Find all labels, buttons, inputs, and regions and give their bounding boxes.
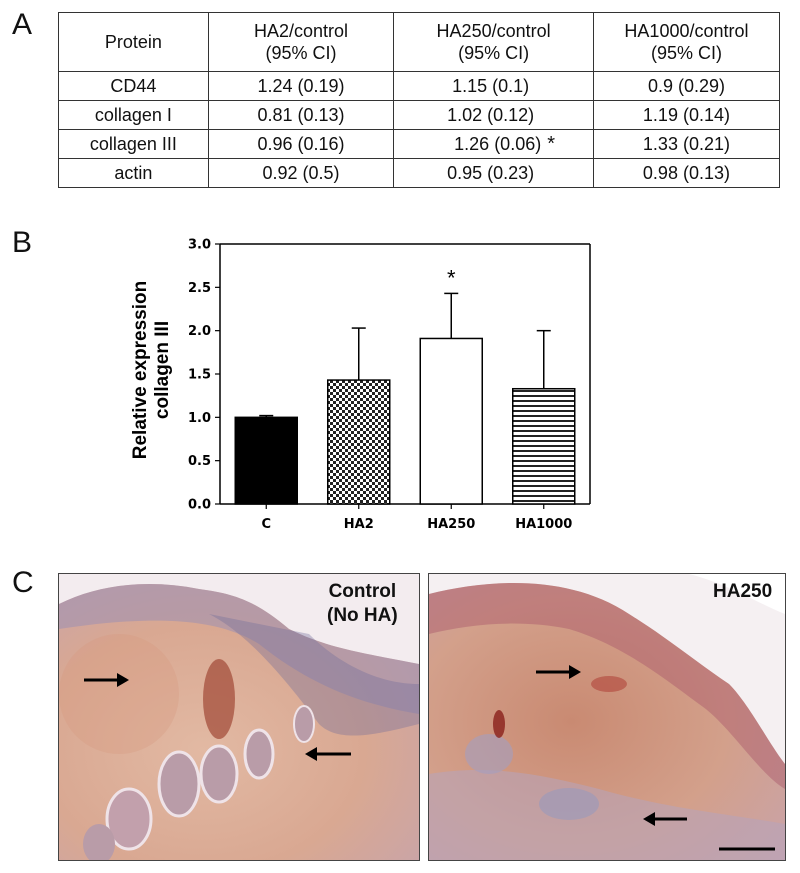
cell-protein: actin [58, 158, 209, 188]
significance-marker: * [547, 132, 556, 155]
bar [512, 387, 576, 505]
cell-ha250: 0.95 (0.23) [393, 158, 594, 188]
y-tick-label: 2.5 [188, 281, 211, 296]
y-tick-label: 0.0 [188, 498, 211, 513]
significance-marker: * [447, 265, 456, 290]
header-ha1000: HA1000/control (95% CI) [592, 12, 781, 72]
header-protein: Protein [58, 12, 209, 72]
cell-ha1000: 1.19 (0.14) [592, 100, 781, 130]
y-tick-label: 0.5 [188, 454, 211, 469]
cell-protein: CD44 [58, 71, 209, 101]
micrograph-label-ha250: HA250 [713, 581, 773, 602]
y-tick-label: 2.0 [188, 324, 211, 339]
y-axis-title-line-1: Relative expression [130, 281, 151, 459]
collagen-iii-bar-chart: Relative expression collagen III 0.0 0.5 1… [130, 238, 591, 532]
cell-ha250: 1.02 (0.12) [393, 100, 594, 130]
micrograph-control: Control (No HA) [58, 573, 420, 861]
y-axis-title-line-2: collagen III [152, 321, 173, 419]
cell-protein: collagen I [58, 100, 209, 130]
y-tick-label: 1.0 [188, 411, 211, 426]
bar [419, 337, 483, 505]
y-axis-title: Relative expression collagen III [130, 281, 173, 459]
bar-series: * [234, 265, 576, 505]
cell-ha1000: 1.33 (0.21) [592, 129, 781, 159]
micrograph-ha250-image [429, 574, 785, 860]
x-tick-label: C [261, 517, 271, 532]
x-axis-ticks: C HA2 HA250 HA1000 [261, 504, 572, 532]
bar [234, 416, 298, 505]
cell-ha250: 1.26 (0.06) * [393, 129, 594, 159]
x-tick-label: HA2 [344, 517, 374, 532]
panel-label-c: C [12, 566, 34, 599]
table-header-row: Protein HA2/control (95% CI) HA250/contro… [58, 12, 781, 72]
y-axis-ticks: 0.0 0.5 1.0 1.5 2.0 2.5 3.0 [188, 238, 220, 513]
arrow-icon [305, 747, 351, 761]
cell-ha2: 1.24 (0.19) [207, 71, 395, 101]
protein-ratio-table: Protein HA2/control (95% CI) HA250/contro… [58, 12, 781, 188]
micrograph-ha250: HA250 [428, 573, 786, 861]
micrograph-label-control: Control (No HA) [327, 581, 398, 626]
cell-ha1000: 0.98 (0.13) [592, 158, 781, 188]
header-ha2: HA2/control (95% CI) [207, 12, 395, 72]
panel-label-a: A [12, 8, 33, 41]
cell-ha2: 0.92 (0.5) [207, 158, 395, 188]
cell-ha2: 0.81 (0.13) [207, 100, 395, 130]
table-row: actin 0.92 (0.5) 0.95 (0.23) 0.98 (0.13) [58, 158, 781, 188]
cell-protein: collagen III [58, 129, 209, 159]
arrow-icon [536, 665, 581, 679]
micrograph-control-image [59, 574, 419, 860]
table-row: collagen III 0.96 (0.16) 1.26 (0.06) * 1.… [58, 129, 781, 159]
arrow-icon [643, 812, 687, 826]
table-row: collagen I 0.81 (0.13) 1.02 (0.12) 1.19 … [58, 100, 781, 130]
cell-ha2: 0.96 (0.16) [207, 129, 395, 159]
arrow-icon [84, 673, 129, 687]
x-tick-label: HA250 [427, 517, 475, 532]
table-row: CD44 1.24 (0.19) 1.15 (0.1) 0.9 (0.29) [58, 71, 781, 101]
cell-ha1000: 0.9 (0.29) [592, 71, 781, 101]
cell-ha250: 1.15 (0.1) [393, 71, 594, 101]
y-tick-label: 1.5 [188, 368, 211, 383]
x-tick-label: HA1000 [515, 517, 572, 532]
y-tick-label: 3.0 [188, 238, 211, 253]
panel-label-b: B [12, 226, 33, 259]
bar [327, 379, 391, 505]
header-ha250: HA250/control (95% CI) [393, 12, 594, 72]
